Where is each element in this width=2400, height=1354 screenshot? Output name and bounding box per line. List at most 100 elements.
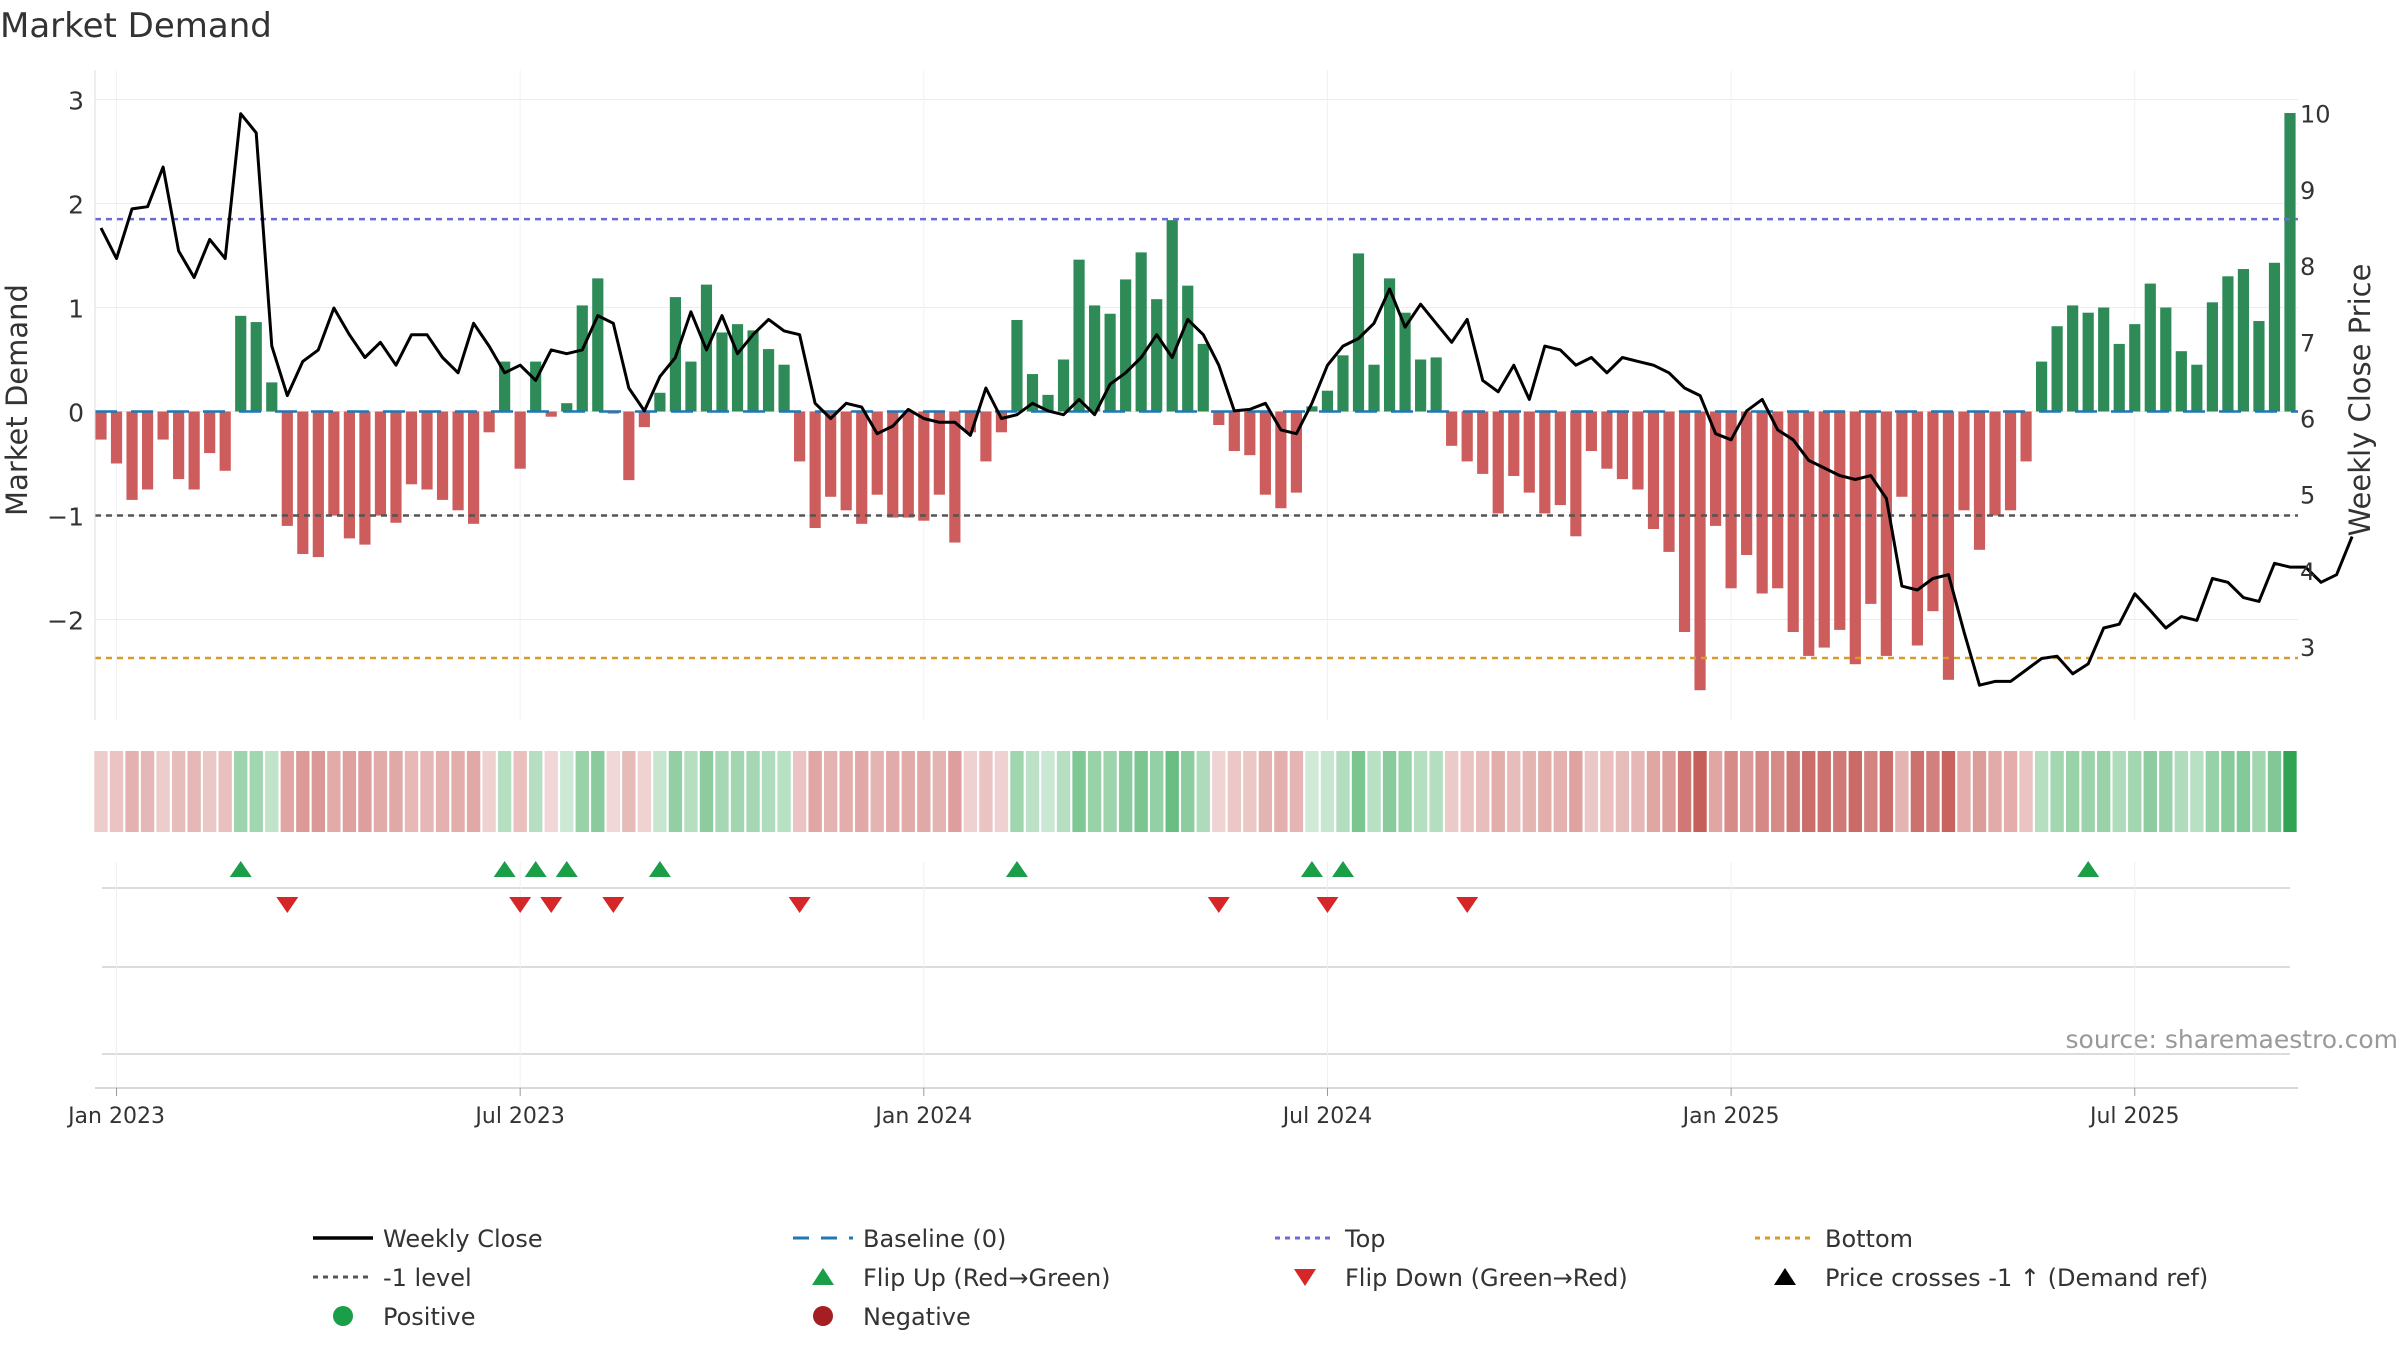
heat-cell-9 (234, 751, 248, 832)
heat-cell-127 (2065, 751, 2080, 832)
legend-item-7: Price crosses -1 ↑ (Demand ref) (1774, 1264, 2208, 1292)
demand-bar-43 (762, 349, 775, 412)
flip-down-marker-0 (276, 897, 299, 913)
demand-bar-82 (1368, 364, 1380, 412)
demand-bar-13 (297, 411, 309, 554)
demand-bar-94 (1554, 411, 1566, 506)
demand-bar-54 (933, 411, 945, 495)
x-tick-label-2: Jan 2024 (873, 1104, 972, 1129)
legend-item-5: Flip Up (Red→Green) (812, 1264, 1111, 1292)
heat-cell-31 (575, 751, 589, 832)
heat-cell-95 (1569, 751, 1583, 832)
demand-bar-98 (1616, 411, 1629, 480)
demand-bar-87 (1446, 411, 1458, 446)
demand-bar-86 (1430, 357, 1442, 412)
heat-cell-113 (1848, 751, 1862, 832)
y-axis-label: Market Demand (0, 284, 34, 516)
legend-swatch-9 (813, 1306, 833, 1326)
heat-cell-84 (1398, 751, 1412, 832)
heat-cell-56 (963, 751, 978, 832)
legend-label-7: Price crosses -1 ↑ (Demand ref) (1825, 1264, 2208, 1292)
heat-cell-57 (979, 751, 993, 832)
demand-bar-105 (1725, 411, 1737, 589)
heat-cell-106 (1739, 751, 1754, 832)
flip-markers-panel (102, 861, 2290, 1088)
legend-label-1: Baseline (0) (863, 1225, 1006, 1253)
heat-cell-54 (932, 751, 947, 832)
demand-bar-36 (654, 392, 666, 412)
heat-cell-24 (466, 751, 481, 832)
heat-cell-19 (389, 751, 403, 832)
demand-bar-120 (1958, 411, 1970, 511)
y2-tick-label-0: 3 (2300, 634, 2315, 662)
y-tick-label-5: −2 (47, 607, 84, 636)
legend-item-1: Baseline (0) (793, 1225, 1006, 1253)
demand-bar-41 (731, 324, 744, 412)
heat-cell-14 (311, 751, 326, 832)
heat-cell-105 (1724, 751, 1738, 832)
heat-cell-96 (1584, 751, 1599, 832)
heat-cell-70 (1181, 751, 1195, 832)
heat-cell-107 (1755, 751, 1769, 832)
heat-cell-119 (1941, 751, 1956, 832)
heat-cell-91 (1507, 751, 1521, 832)
heat-cell-23 (451, 751, 465, 832)
legend-item-3: Bottom (1755, 1225, 1913, 1253)
demand-bar-15 (328, 411, 340, 516)
legend-label-2: Top (1344, 1225, 1386, 1253)
demand-bar-45 (794, 411, 806, 462)
heat-cell-49 (855, 751, 869, 832)
demand-bar-128 (2082, 312, 2094, 412)
y2-tick-label-3: 6 (2300, 406, 2315, 434)
demand-bar-119 (1942, 411, 1955, 680)
heat-cell-72 (1212, 751, 1226, 832)
heat-cell-50 (870, 751, 884, 832)
heat-cell-102 (1677, 751, 1692, 832)
y2-tick-label-1: 4 (2300, 558, 2315, 586)
demand-bar-30 (561, 403, 573, 412)
demand-bar-56 (964, 411, 976, 433)
y-tick-label-4: −1 (47, 503, 84, 532)
heat-cell-133 (2159, 751, 2173, 832)
heat-cell-8 (218, 751, 232, 832)
demand-bar-52 (902, 411, 914, 518)
heat-cell-59 (1010, 751, 1024, 832)
y2-tick-label-2: 5 (2300, 482, 2315, 510)
demand-bar-11 (266, 382, 278, 412)
demand-bar-91 (1508, 411, 1520, 476)
demand-bar-89 (1477, 411, 1489, 474)
demand-bar-31 (576, 305, 588, 412)
demand-bar-14 (312, 411, 324, 558)
heat-cell-109 (1786, 751, 1800, 832)
demand-bar-10 (250, 322, 262, 412)
demand-bar-66 (1120, 279, 1132, 412)
heat-cell-132 (2143, 751, 2157, 832)
heat-cell-51 (886, 751, 900, 832)
heat-cell-76 (1274, 751, 1288, 832)
y2-tick-label-6: 9 (2300, 177, 2315, 205)
demand-bar-61 (1042, 394, 1054, 412)
demand-bar-62 (1057, 359, 1070, 412)
legend-swatch-8 (333, 1306, 353, 1326)
legend-item-0: Weekly Close (313, 1225, 543, 1253)
demand-bar-46 (809, 411, 821, 528)
demand-bar-38 (685, 361, 697, 412)
demand-bar-19 (390, 411, 402, 523)
demand-bar-126 (2051, 326, 2063, 412)
demand-bar-49 (856, 411, 868, 524)
legend: Weekly Close Baseline (0) Top Bottom -1 leve… (313, 1225, 2208, 1331)
heat-cell-35 (637, 751, 652, 832)
heat-cell-66 (1118, 751, 1133, 832)
flip-up-marker-6 (1300, 861, 1323, 877)
demand-bar-44 (778, 364, 790, 412)
demand-bar-99 (1632, 411, 1644, 490)
demand-bar-17 (359, 411, 371, 545)
demand-bar-136 (2206, 302, 2218, 412)
heat-cell-47 (823, 751, 838, 832)
heat-cell-32 (591, 751, 605, 832)
demand-bar-2 (126, 411, 138, 500)
heat-cell-28 (529, 751, 543, 832)
legend-label-4: -1 level (383, 1264, 472, 1292)
heat-cell-36 (653, 751, 667, 832)
flip-down-marker-2 (540, 897, 563, 913)
